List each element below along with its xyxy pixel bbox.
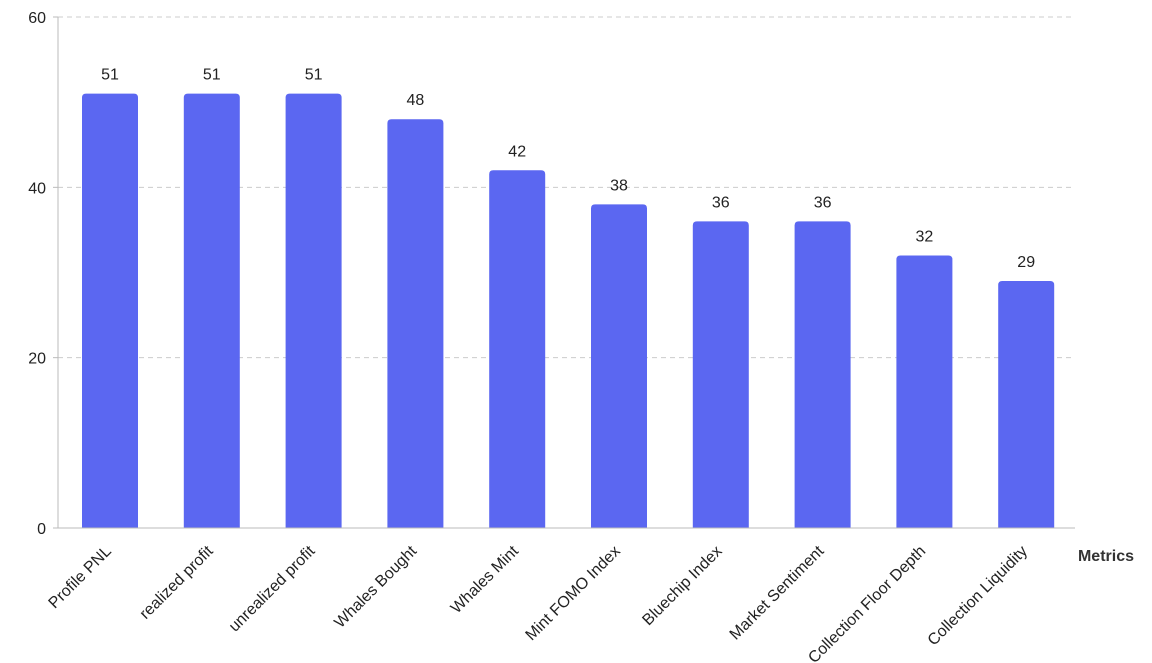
x-category-label: Whales Bought (331, 542, 420, 631)
data-label: 38 (610, 177, 628, 194)
bar (489, 170, 546, 529)
y-tick-labels: 0 20 40 60 (28, 10, 58, 538)
data-label: 42 (508, 143, 526, 160)
x-category-label: Bluechip Index (639, 543, 725, 629)
bar (794, 221, 851, 528)
data-label: 48 (407, 92, 425, 109)
y-tick-label: 20 (28, 351, 46, 368)
y-tick-label: 60 (28, 10, 46, 27)
data-label: 29 (1017, 254, 1035, 271)
data-label: 51 (101, 67, 119, 84)
bar (591, 204, 647, 528)
x-category-labels: Profile PNL realized profit unrealized pro… (46, 542, 1031, 663)
x-category-label: Profile PNL (46, 543, 115, 612)
bar (998, 281, 1055, 528)
x-category-label: Collection Liquidity (925, 543, 1031, 649)
data-label: 51 (305, 67, 323, 84)
data-labels: 51 51 51 48 42 38 36 36 32 29 (101, 67, 1035, 271)
y-tick-label: 0 (37, 521, 46, 538)
x-category-label: unrealized profit (226, 542, 319, 635)
x-category-label: Market Sentiment (727, 542, 828, 643)
x-category-label: Whales Mint (448, 542, 523, 617)
x-category-label: realized profit (137, 542, 217, 622)
bar (692, 221, 749, 528)
axes (57, 17, 1075, 529)
data-label: 36 (814, 194, 832, 211)
data-label: 32 (916, 228, 934, 245)
data-label: 36 (712, 194, 730, 211)
bar (896, 255, 953, 528)
bars (82, 93, 1055, 529)
y-tick-label: 40 (28, 180, 46, 197)
data-label: 51 (203, 67, 221, 84)
x-axis-title: Metrics (1078, 548, 1134, 565)
x-category-label: Mint FOMO Index (523, 543, 624, 644)
bar (183, 93, 240, 529)
bar (285, 93, 342, 529)
x-category-label: Collection Floor Depth (805, 543, 929, 663)
bar (387, 119, 444, 528)
bar (82, 93, 138, 529)
